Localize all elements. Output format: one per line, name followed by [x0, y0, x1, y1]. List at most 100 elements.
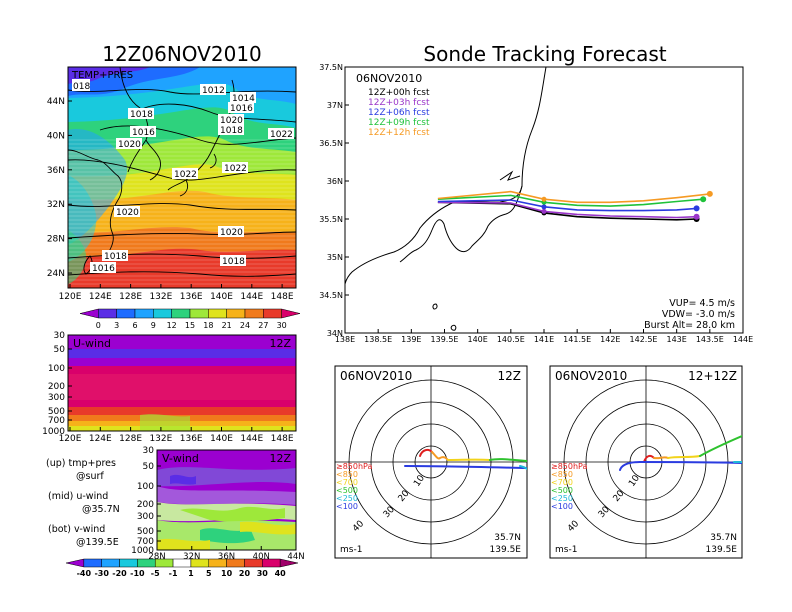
isobar-label: 1020 [118, 140, 141, 150]
isobar-label: 1020 [220, 116, 243, 126]
x-tick-label: 144E [240, 292, 263, 302]
hodograph-panel-2: 06NOV2010 12+12Z ≥850hPa<850<700<500<250… [549, 365, 743, 559]
y-tick-label: 100 [137, 482, 154, 492]
hodo2-unit: ms-1 [555, 545, 577, 555]
x-tick-label: 132E [149, 434, 172, 444]
y-tick-label: 200 [48, 382, 65, 392]
y-tick-label: 500 [48, 407, 65, 417]
colorbar-tick-label: -10 [130, 569, 145, 578]
note-up-b: @surf [76, 471, 104, 482]
y-tick-label: 700 [48, 416, 65, 426]
colorbar-swatch [190, 558, 210, 568]
hodo1-date: 06NOV2010 [340, 369, 412, 383]
trajectory-endpoint [693, 213, 700, 220]
pressure-legend-entry: ≥850hPa [336, 462, 373, 471]
y-tick-label: 1000 [131, 546, 154, 556]
colorbar-tick-label: 15 [185, 321, 195, 330]
pressure-legend-entry: <250 [336, 494, 358, 503]
x-tick-label: 128E [119, 292, 142, 302]
x-tick-label: 40N [253, 552, 270, 562]
trajectory-line [437, 201, 697, 221]
isobar-label: 1022 [224, 164, 247, 174]
x-tick-label: 28N [148, 552, 165, 562]
x-tick-label: 143.5E [696, 335, 724, 344]
x-tick-label: 140.5E [497, 335, 525, 344]
colorbar-tick-label: 20 [239, 569, 251, 578]
y-tick-label: 37N [327, 101, 343, 110]
colorbar-tick-label: 5 [206, 569, 212, 578]
x-tick-label: 142E [600, 335, 620, 344]
x-tick-label: 120E [59, 292, 82, 302]
note-bot-b: @139.5E [76, 537, 119, 548]
colorbar-tick-label: 0 [96, 321, 101, 330]
isobar-label: 1016 [132, 128, 155, 138]
trajectory-line [437, 199, 697, 212]
colorbar-tick-label: 40 [275, 569, 287, 578]
colorbar-swatch [119, 558, 138, 568]
x-tick-label: 44N [287, 552, 304, 562]
x-tick-label: 138E [335, 335, 355, 344]
isobar-label: 1020 [116, 208, 139, 218]
colorbar-swatch [65, 558, 85, 568]
u-wind-panel: U-wind 12Z 120E 124E 128E 132E 136E 140E 144E 1… [42, 331, 297, 444]
colorbar-tick-label: 1 [188, 569, 194, 578]
note-bot-a: (bot) v-wind [48, 524, 105, 535]
trajectory-legend-entry: 12Z+09h fcst [368, 118, 430, 128]
isobar-label: 1020 [220, 228, 243, 238]
x-tick-label: 132E [149, 292, 172, 302]
note-mid-b: @35.7N [82, 504, 120, 515]
u-wind-time-label: 12Z [269, 337, 291, 350]
pressure-legend-entry: <850 [336, 470, 358, 479]
y-tick-label: 1000 [42, 427, 65, 437]
hodo1-unit: ms-1 [340, 545, 362, 555]
colorbar-swatch [101, 558, 120, 568]
y-tick-label: 50 [54, 345, 66, 355]
pressure-legend-entry: <700 [551, 478, 573, 487]
u-wind-label: U-wind [73, 337, 111, 350]
colorbar-swatch [137, 558, 156, 568]
hodo2-time: 12+12Z [688, 369, 737, 383]
temp-pres-map-panel: 1012 1014 1016 1018 1016 1020 1020 1022 … [47, 66, 297, 302]
x-tick-label: 144E [240, 434, 263, 444]
trajectory-endpoint [706, 190, 713, 197]
colorbar-tick-label: -1 [169, 569, 178, 578]
colorbar-swatch [171, 308, 191, 319]
colorbar-swatch [208, 558, 227, 568]
v-wind-panel: V-wind 12Z 28N 32N 36N 40N 44N 30 50 100 200 300… [131, 446, 305, 562]
colorbar-swatch [226, 558, 245, 568]
x-tick-label: 136E [180, 292, 203, 302]
pressure-legend-entry: <850 [551, 470, 573, 479]
x-tick-label: 140E [210, 434, 233, 444]
y-tick-label: 36N [47, 166, 65, 176]
x-tick-label: 138.5E [364, 335, 392, 344]
colorbar-tick-label: 6 [132, 321, 137, 330]
pressure-legend-entry: <100 [551, 502, 573, 511]
right-title: Sonde Tracking Forecast [423, 42, 666, 66]
x-tick-label: 141.5E [563, 335, 591, 344]
colorbar-swatch [79, 308, 99, 319]
y-tick-label: 50 [143, 462, 155, 472]
y-tick-label: 200 [137, 500, 154, 510]
x-tick-label: 32N [183, 552, 200, 562]
pressure-legend-entry: <500 [551, 486, 573, 495]
colorbar-tick-label: 9 [151, 321, 156, 330]
x-tick-label: 124E [89, 292, 112, 302]
colorbar-swatch [189, 308, 209, 319]
pressure-legend-entry: <700 [336, 478, 358, 487]
note-up-a: (up) tmp+pres [46, 458, 116, 469]
x-tick-label: 136E [180, 434, 203, 444]
x-tick-label: 148E [271, 292, 294, 302]
trajectory-legend-entry: 12Z+12h fcst [368, 128, 430, 138]
y-tick-label: 35.5N [319, 215, 343, 224]
isobar-label: 1018 [130, 110, 153, 120]
station-id-label: 018 [73, 82, 90, 92]
hodo2-date: 06NOV2010 [555, 369, 627, 383]
trajectory-endpoint [700, 196, 707, 203]
temp-field: 1012 1014 1016 1018 1016 1020 1020 1022 … [68, 67, 296, 288]
colorbar-swatch [153, 308, 172, 319]
pressure-legend-entry: ≥850hPa [551, 462, 588, 471]
colorbar-swatch [262, 558, 281, 568]
trajectory-line [437, 201, 697, 219]
x-tick-label: 139E [401, 335, 421, 344]
colorbar-tick-label: 21 [222, 321, 232, 330]
